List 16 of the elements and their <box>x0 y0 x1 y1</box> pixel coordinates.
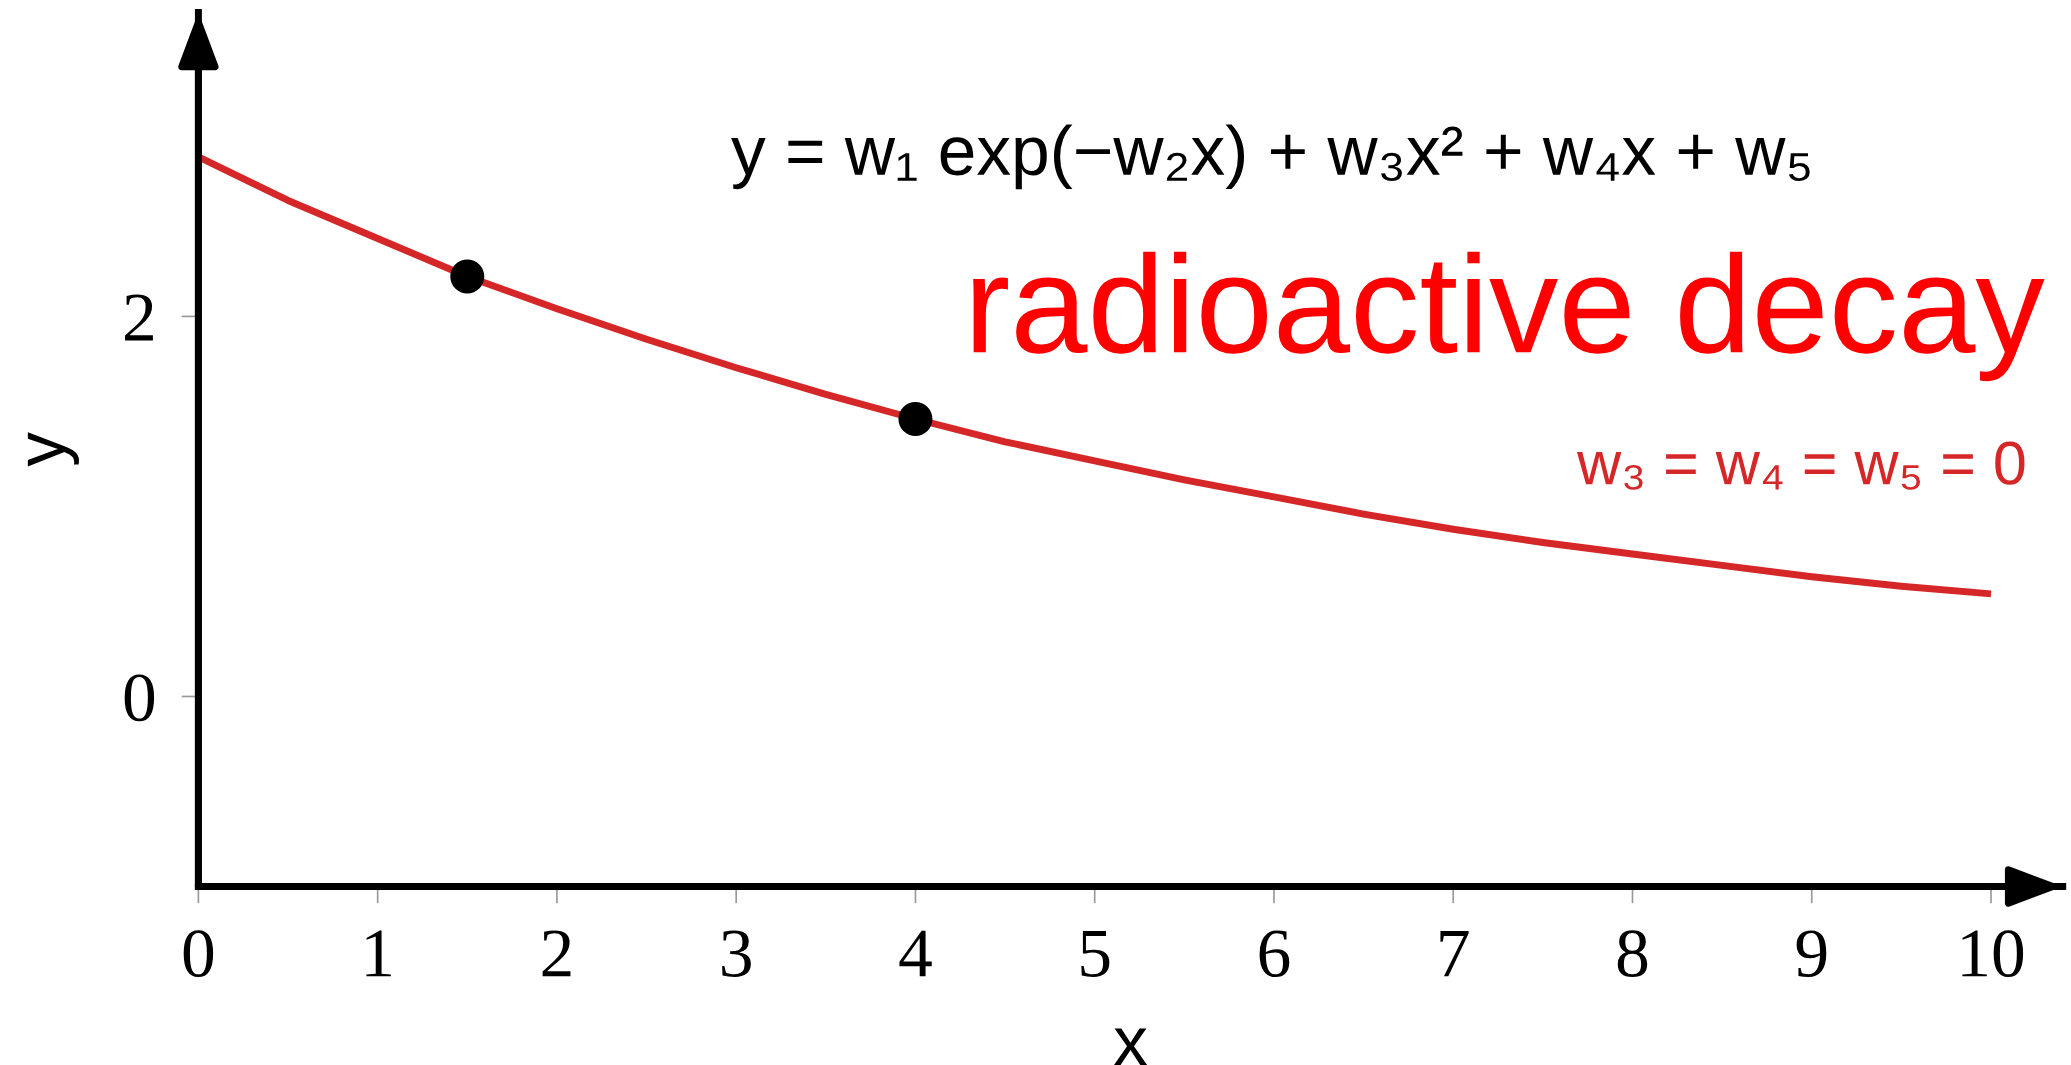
x-tick-label: 8 <box>1617 930 1648 978</box>
x-tick-label: 0 <box>183 930 214 978</box>
x-tick-label: 6 <box>1259 930 1290 978</box>
annotation: radioactive decay <box>973 251 2045 382</box>
x-tick-label: 3 <box>722 930 751 978</box>
x-axis-title: x <box>1113 1028 1148 1065</box>
y-axis-title: y <box>27 432 79 467</box>
annotation: y = w₁ exp(−w₂x) + w₃x² + w₄x + w₅ <box>731 124 1810 190</box>
annotation: w₃ = w₄ = w₅ = 0 <box>1577 441 2025 490</box>
x-tick-label: 9 <box>1796 930 1827 978</box>
x-tick-label: 10 <box>1962 930 2024 978</box>
x-tick-label: 7 <box>1440 930 1469 977</box>
x-tick-label: 1 <box>366 930 391 977</box>
x-tick-label: 2 <box>542 930 571 977</box>
x-tick-label: 4 <box>899 930 932 977</box>
x-tick-label: 5 <box>1081 930 1110 978</box>
